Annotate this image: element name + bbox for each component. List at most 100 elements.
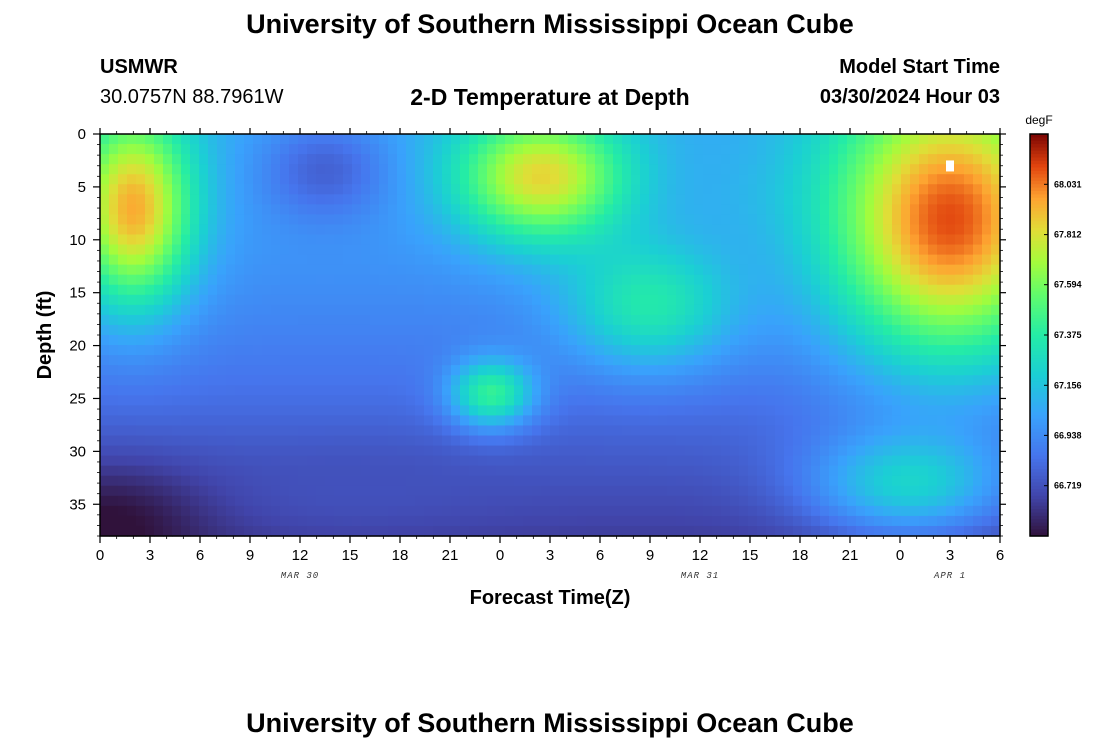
heatmap-cell bbox=[667, 485, 677, 497]
heatmap-cell bbox=[820, 455, 830, 467]
heatmap-cell bbox=[712, 304, 722, 316]
heatmap-cell bbox=[982, 405, 992, 416]
heatmap-cell bbox=[118, 505, 128, 517]
heatmap-cell bbox=[226, 385, 236, 396]
heatmap-cell bbox=[433, 455, 443, 467]
heatmap-cell bbox=[307, 375, 317, 386]
heatmap-cell bbox=[811, 164, 821, 175]
heatmap-cell bbox=[775, 405, 785, 416]
heatmap-cell bbox=[289, 385, 299, 396]
heatmap-cell bbox=[784, 515, 794, 527]
heatmap-cell bbox=[568, 214, 578, 226]
heatmap-cell bbox=[514, 385, 524, 396]
heatmap-cell bbox=[433, 375, 443, 386]
heatmap-cell bbox=[244, 254, 254, 266]
heatmap-cell bbox=[892, 234, 902, 246]
heatmap-cell bbox=[289, 475, 299, 487]
heatmap-cell bbox=[784, 134, 794, 145]
heatmap-cell bbox=[694, 445, 704, 457]
heatmap-cell bbox=[334, 485, 344, 497]
heatmap-cell bbox=[595, 405, 605, 416]
heatmap-cell bbox=[406, 345, 416, 356]
heatmap-cell bbox=[559, 435, 569, 447]
heatmap-cell bbox=[271, 234, 281, 246]
heatmap-cell bbox=[694, 174, 704, 185]
heatmap-cell bbox=[352, 194, 362, 205]
heatmap-cell bbox=[919, 204, 929, 215]
heatmap-cell bbox=[280, 515, 290, 527]
colorbar-segment bbox=[1030, 294, 1048, 299]
heatmap-cell bbox=[622, 154, 632, 165]
heatmap-cell bbox=[667, 415, 677, 427]
heatmap-cell bbox=[703, 525, 713, 537]
heatmap-cell bbox=[748, 244, 758, 256]
heatmap-cell bbox=[613, 264, 623, 276]
colorbar-segment bbox=[1030, 221, 1048, 226]
heatmap-cell bbox=[523, 204, 533, 215]
heatmap-cell bbox=[631, 304, 641, 316]
heatmap-cell bbox=[217, 505, 227, 517]
heatmap-cell bbox=[748, 224, 758, 236]
heatmap-cell bbox=[478, 224, 488, 236]
heatmap-cell bbox=[532, 134, 542, 145]
heatmap-cell bbox=[883, 405, 893, 416]
heatmap-cell bbox=[892, 385, 902, 396]
heatmap-cell bbox=[145, 314, 155, 326]
heatmap-cell bbox=[442, 505, 452, 517]
heatmap-cell bbox=[145, 264, 155, 276]
heatmap-cell bbox=[739, 204, 749, 215]
heatmap-cell bbox=[640, 164, 650, 175]
heatmap-cell bbox=[730, 495, 740, 507]
heatmap-cell bbox=[127, 204, 137, 215]
heatmap-cell bbox=[226, 234, 236, 246]
heatmap-cell bbox=[469, 345, 479, 356]
heatmap-cell bbox=[190, 385, 200, 396]
heatmap-cell bbox=[343, 304, 353, 316]
heatmap-cell bbox=[712, 505, 722, 517]
heatmap-cell bbox=[739, 495, 749, 507]
heatmap-cell bbox=[874, 324, 884, 336]
heatmap-cell bbox=[874, 304, 884, 316]
heatmap-cell bbox=[928, 284, 938, 296]
heatmap-cell bbox=[253, 445, 263, 457]
heatmap-cell bbox=[694, 154, 704, 165]
heatmap-cell bbox=[235, 475, 245, 487]
heatmap-cell bbox=[676, 495, 686, 507]
heatmap-cell bbox=[352, 385, 362, 396]
heatmap-cell bbox=[505, 515, 515, 527]
heatmap-cell bbox=[829, 455, 839, 467]
heatmap-cell bbox=[145, 405, 155, 416]
heatmap-cell bbox=[163, 435, 173, 447]
colorbar-label: 67.594 bbox=[1054, 280, 1082, 290]
heatmap-cell bbox=[712, 214, 722, 226]
heatmap-cell bbox=[928, 525, 938, 537]
heatmap-cell bbox=[946, 365, 956, 376]
heatmap-cell bbox=[946, 455, 956, 467]
heatmap-cell bbox=[496, 355, 506, 366]
heatmap-cell bbox=[901, 355, 911, 366]
heatmap-cell bbox=[532, 154, 542, 165]
heatmap-cell bbox=[937, 365, 947, 376]
heatmap-cell bbox=[874, 314, 884, 326]
heatmap-cell bbox=[316, 395, 326, 406]
heatmap-cell bbox=[991, 385, 1001, 396]
heatmap-cell bbox=[856, 244, 866, 256]
heatmap-cell bbox=[172, 445, 182, 457]
heatmap-cell bbox=[865, 465, 875, 477]
heatmap-cell bbox=[982, 355, 992, 366]
heatmap-cell bbox=[883, 475, 893, 487]
heatmap-cell bbox=[379, 515, 389, 527]
heatmap-cell bbox=[298, 415, 308, 427]
heatmap-cell bbox=[847, 515, 857, 527]
heatmap-cell bbox=[361, 425, 371, 437]
heatmap-cell bbox=[478, 515, 488, 527]
heatmap-cell bbox=[181, 375, 191, 386]
heatmap-cell bbox=[649, 234, 659, 246]
heatmap-cell bbox=[955, 144, 965, 155]
heatmap-cell bbox=[460, 294, 470, 306]
heatmap-cell bbox=[847, 435, 857, 447]
heatmap-cell bbox=[487, 304, 497, 316]
heatmap-cell bbox=[172, 324, 182, 336]
heatmap-cell bbox=[379, 525, 389, 537]
heatmap-cell bbox=[235, 495, 245, 507]
